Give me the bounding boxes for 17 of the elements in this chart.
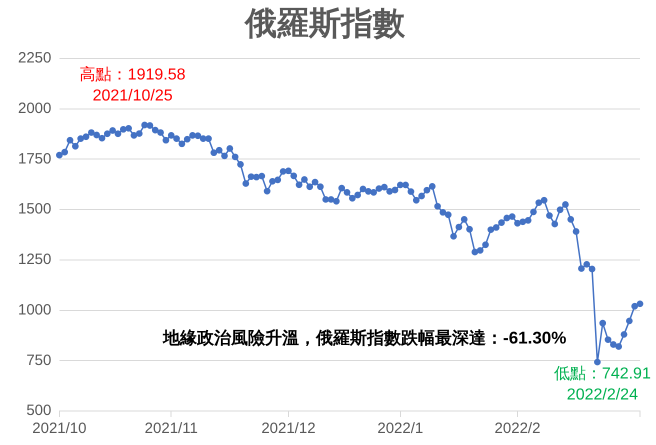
y-tick-label: 1250 bbox=[18, 251, 52, 268]
y-tick-label: 500 bbox=[26, 402, 52, 420]
x-tick-label: 2021/11 bbox=[144, 420, 198, 438]
x-tick-label: 2021/10 bbox=[32, 420, 86, 438]
chart-title: 俄羅斯指數 bbox=[244, 5, 406, 42]
x-tick-label: 2022/2 bbox=[494, 420, 540, 438]
annotation: 高點：1919.58 2021/10/25 bbox=[80, 65, 186, 104]
x-tick-label: 2022/1 bbox=[377, 420, 424, 438]
y-tick-label: 1000 bbox=[18, 301, 52, 318]
y-tick-label: 2000 bbox=[18, 100, 52, 117]
annotation: 地緣政治風險升溫，俄羅斯指數跌幅最深達：-61.30% bbox=[162, 328, 566, 348]
y-tick-label: 2250 bbox=[18, 50, 52, 67]
y-tick-label: 750 bbox=[26, 352, 52, 369]
y-tick-label: 1750 bbox=[18, 150, 52, 168]
x-tick-label: 2021/12 bbox=[261, 420, 316, 438]
annotation: 低點：742.91 2022/2/24 bbox=[554, 365, 651, 404]
y-tick-label: 1500 bbox=[18, 200, 52, 218]
